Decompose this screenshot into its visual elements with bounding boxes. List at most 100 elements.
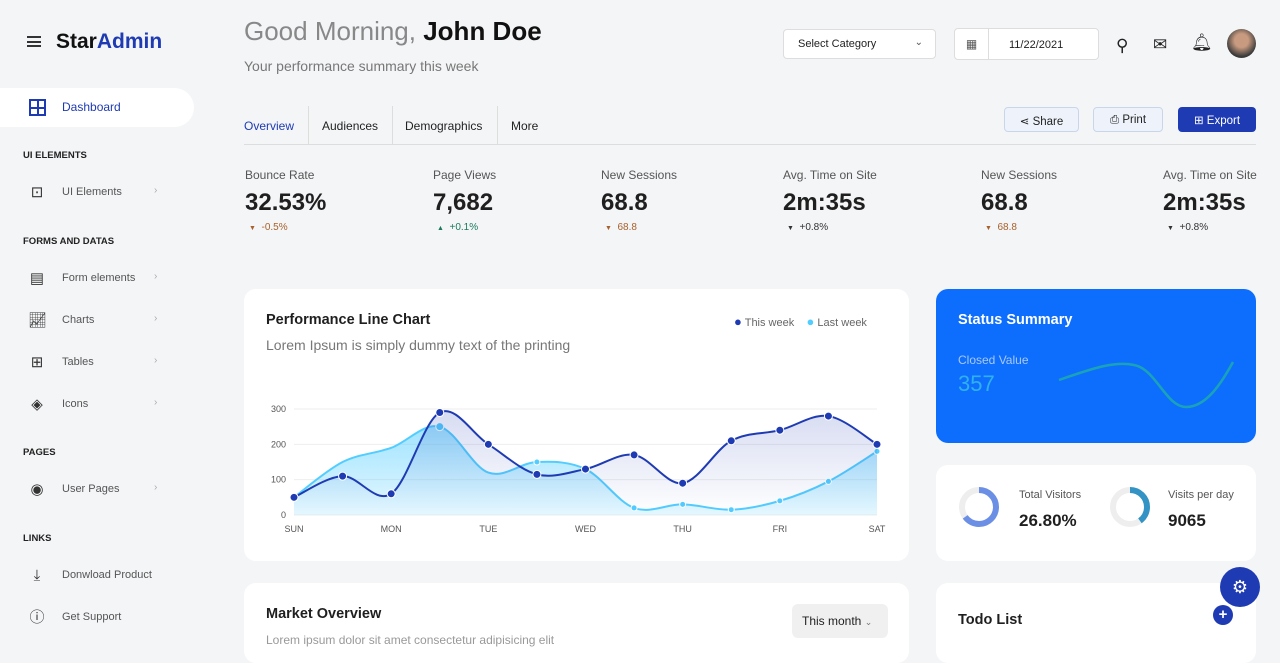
- data-point: [533, 458, 541, 466]
- sidebar-section-title: PAGES: [23, 447, 56, 458]
- legend: ● This week ● Last week: [734, 314, 867, 329]
- legend-dot-this-week: ●: [734, 314, 742, 329]
- data-point: [289, 492, 299, 502]
- y-tick-label: 200: [271, 439, 286, 449]
- sidebar-item[interactable]: ▤ Form elements ›: [29, 270, 158, 287]
- visitors-card: Total Visitors 26.80% Visits per day 906…: [936, 465, 1256, 561]
- data-point: [823, 411, 833, 421]
- avatar[interactable]: [1227, 29, 1256, 58]
- grid-icon: [29, 99, 46, 116]
- layers-icon: ◈: [31, 396, 43, 413]
- add-todo-button[interactable]: +: [1213, 605, 1233, 625]
- tab-audiences[interactable]: Audiences: [308, 106, 392, 144]
- trend-arrow-icon: ▼: [787, 225, 794, 232]
- layout-icon: ⊡: [30, 184, 44, 201]
- closed-value: 357: [958, 371, 995, 396]
- total-visitors-value: 26.80%: [1019, 511, 1077, 530]
- export-icon: ⊞: [1193, 115, 1204, 127]
- trend-arrow-icon: ▼: [605, 225, 612, 232]
- data-point: [629, 450, 639, 460]
- sidebar-item[interactable]: ⤓ Donwload Product: [28, 566, 198, 586]
- x-tick-label: FRI: [773, 524, 788, 534]
- sidebar-item[interactable]: ⊡ UI Elements ›: [28, 183, 198, 203]
- legend-dot-last-week: ●: [806, 314, 815, 329]
- sidebar-item-dashboard[interactable]: Dashboard: [0, 88, 194, 127]
- search-icon[interactable]: ⚲: [1116, 36, 1129, 55]
- x-tick-label: TUE: [479, 524, 497, 534]
- closed-value-label: Closed Value: [958, 353, 1029, 367]
- market-overview-card: Market Overview Lorem ipsum dolor sit am…: [244, 583, 909, 663]
- data-point: [483, 439, 493, 449]
- legend-last-week: Last week: [817, 317, 867, 329]
- trend-arrow-icon: ▼: [985, 225, 992, 232]
- performance-card: Performance Line Chart Lorem Ipsum is si…: [244, 289, 909, 561]
- trend-arrow-icon: ▼: [1167, 225, 1174, 232]
- share-icon: ⋖: [1019, 116, 1030, 128]
- date-picker[interactable]: ▦ 11/22/2021: [954, 28, 1099, 60]
- chevron-right-icon: ›: [154, 185, 158, 196]
- y-tick-label: 100: [271, 475, 286, 485]
- total-visitors-donut: [959, 487, 999, 527]
- data-point: [872, 439, 882, 449]
- chevron-right-icon: ›: [154, 313, 158, 324]
- x-tick-label: THU: [673, 524, 692, 534]
- market-subtitle: Lorem ipsum dolor sit amet consectetur a…: [266, 633, 555, 647]
- export-button[interactable]: ⊞ Export: [1178, 107, 1256, 132]
- sidebar-section-title: LINKS: [23, 533, 52, 544]
- chevron-right-icon: ›: [154, 397, 158, 408]
- card-subtitle: Lorem Ipsum is simply dummy text of the …: [266, 337, 571, 353]
- printer-icon: ⎙: [1109, 114, 1120, 126]
- brand-logo[interactable]: StarAdmin: [56, 30, 163, 53]
- tab-demographics[interactable]: Demographics: [392, 106, 498, 144]
- stat-item: Bounce Rate 32.53% ▼ -0.5%: [245, 168, 327, 233]
- sidebar-item[interactable]: ◈ Icons ›: [28, 395, 198, 415]
- y-tick-label: 0: [281, 510, 286, 520]
- legend-this-week: This week: [744, 317, 795, 329]
- sidebar-section-title: FORMS AND DATAS: [23, 236, 115, 247]
- share-button[interactable]: ⋖ Share: [1004, 107, 1079, 132]
- todo-card: Todo List: [936, 583, 1256, 663]
- status-title: Status Summary: [958, 312, 1073, 328]
- calendar-icon: ▦: [955, 29, 989, 59]
- x-tick-label: WED: [575, 524, 596, 534]
- data-point: [532, 469, 542, 479]
- settings-gear-icon[interactable]: ⚙: [1220, 567, 1260, 607]
- status-sparkline: [1058, 361, 1235, 409]
- x-tick-label: SAT: [869, 524, 886, 534]
- user-circle-icon: ◉: [30, 481, 44, 498]
- total-visitors-label: Total Visitors: [1019, 489, 1082, 501]
- card-title: Performance Line Chart: [266, 312, 431, 328]
- sidebar-item[interactable]: ◉ User Pages ›: [28, 480, 198, 500]
- bell-icon[interactable]: 🔔︎: [1191, 33, 1213, 52]
- trend-arrow-icon: ▼: [249, 225, 256, 232]
- tab-overview[interactable]: Overview: [244, 119, 295, 133]
- subtitle: Your performance summary this week: [244, 58, 479, 74]
- market-title: Market Overview: [266, 606, 382, 622]
- menu-icon[interactable]: [27, 36, 41, 47]
- status-summary-card: Status Summary Closed Value 357: [936, 289, 1256, 443]
- sidebar-item[interactable]: ⓘ Get Support: [29, 609, 122, 626]
- chevron-right-icon: ›: [154, 355, 158, 366]
- data-point: [581, 464, 590, 474]
- x-tick-label: SUN: [284, 524, 303, 534]
- data-point: [726, 436, 736, 446]
- form-icon: ▤: [29, 270, 45, 287]
- tab-bar: Overview Audiences Demographics More: [244, 106, 1256, 145]
- todo-title: Todo List: [958, 612, 1023, 628]
- table-icon: ⊞: [30, 354, 44, 371]
- trend-arrow-icon: ▲: [437, 225, 444, 232]
- sidebar-item[interactable]: 📈︎ Charts ›: [28, 312, 158, 329]
- period-dropdown[interactable]: This month ⌄: [792, 604, 888, 638]
- print-button[interactable]: ⎙ Print: [1093, 107, 1163, 132]
- stat-item: Avg. Time on Site 2m:35s ▼ +0.8%: [1163, 168, 1257, 233]
- info-icon: ⓘ: [29, 609, 45, 626]
- sidebar-item[interactable]: ⊞ Tables ›: [28, 353, 198, 373]
- visits-per-day-value: 9065: [1168, 511, 1206, 530]
- series-area: [294, 411, 877, 515]
- category-select[interactable]: Select Category ⌄: [783, 29, 936, 59]
- mail-icon[interactable]: ✉: [1153, 35, 1168, 54]
- data-point: [775, 425, 785, 435]
- tab-more[interactable]: More: [497, 106, 557, 144]
- stat-item: Avg. Time on Site 2m:35s ▼ +0.8%: [783, 168, 877, 233]
- stat-item: New Sessions 68.8 ▼ 68.8: [601, 168, 678, 233]
